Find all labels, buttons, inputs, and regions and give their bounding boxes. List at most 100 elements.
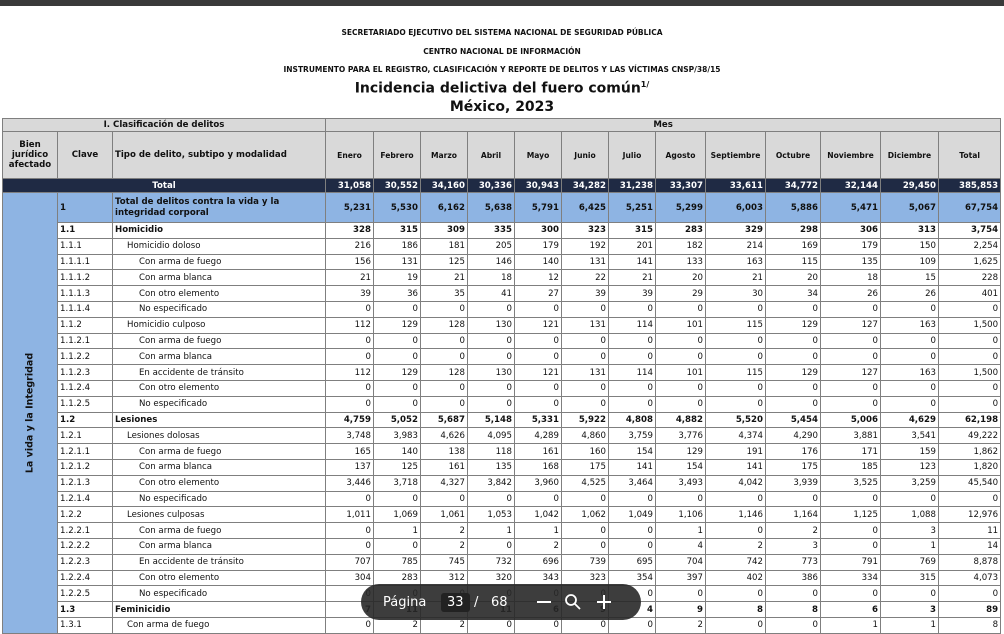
tipo: Con otro elemento: [112, 474, 326, 492]
zoom-icon[interactable]: [565, 594, 577, 606]
value: 163: [705, 253, 766, 271]
value: 130: [467, 316, 515, 334]
value: 4,626: [420, 427, 468, 445]
value: 0: [820, 537, 881, 555]
value: 4,759: [325, 411, 374, 429]
value: 2: [765, 522, 821, 539]
value: 0: [765, 348, 821, 366]
value: 5,471: [820, 192, 881, 223]
value: 5,454: [765, 411, 821, 429]
value: 179: [820, 237, 881, 255]
value: 0: [561, 490, 609, 508]
value: 154: [655, 458, 706, 476]
value: 745: [420, 553, 468, 571]
tipo: Homicidio culposo: [112, 316, 326, 334]
value: 0: [467, 379, 515, 397]
value: 0: [765, 300, 821, 318]
page-separator: /: [474, 594, 479, 610]
subtitle: México, 2023: [449, 99, 555, 115]
value: 0: [880, 332, 939, 350]
tipo: Lesiones dolosas: [112, 427, 326, 445]
value: 5,922: [561, 411, 609, 429]
value: 0: [514, 348, 562, 366]
clave: 1.2.1.4: [57, 490, 113, 508]
clave: 1.2.2.4: [57, 569, 113, 587]
value: 5,638: [467, 192, 515, 223]
value: 8: [705, 601, 766, 618]
value: 12,976: [937, 506, 1002, 524]
value: 1,062: [561, 506, 609, 524]
data-row: 1.2.1.1 Con arma de fuego 165 140 138 118 161 1…: [3, 443, 1002, 460]
value: 11: [937, 522, 1002, 539]
value: 695: [608, 553, 656, 571]
value: 130: [467, 364, 515, 381]
value: 3: [880, 522, 939, 539]
value: 191: [705, 443, 766, 460]
value: 181: [420, 237, 468, 255]
value: 0: [655, 395, 706, 413]
total-row: Total 31,058 30,552 34,160 30,336 30,943 34,28…: [2, 178, 1002, 193]
value: 0: [880, 395, 939, 413]
value: 0: [705, 585, 766, 603]
value: 35: [420, 285, 468, 302]
value: 3,525: [820, 474, 881, 492]
value: 4,327: [420, 474, 468, 492]
value: 3,541: [880, 427, 939, 445]
value: 0: [467, 395, 515, 413]
value: 0: [325, 522, 374, 539]
value: 39: [561, 285, 609, 302]
value: 315: [880, 569, 939, 587]
value: 21: [705, 269, 766, 287]
value: 141: [705, 458, 766, 476]
tipo: Con otro elemento: [112, 379, 326, 397]
value: 171: [820, 443, 881, 460]
value: 62,198: [937, 411, 1002, 429]
tipo: Con arma blanca: [112, 348, 326, 366]
clave: 1.2.1: [57, 427, 113, 445]
value: 0: [765, 332, 821, 350]
value: 1,042: [514, 506, 562, 524]
data-row: 1.1.1.2 Con arma blanca 21 19 21 18 12 22 21 20 21…: [3, 269, 1002, 287]
value: 0: [705, 348, 766, 366]
value: 192: [561, 237, 609, 255]
value: 0: [880, 348, 939, 366]
value: 154: [608, 443, 656, 460]
value: 27: [514, 285, 562, 302]
value: 20: [765, 269, 821, 287]
tipo: Con arma de fuego: [112, 332, 326, 350]
data-row: 1.1 Homicidio 328 315 309 335 300 323 315 283 329 2…: [3, 222, 1002, 239]
clave: 1.1.2.4: [57, 379, 113, 397]
value: 707: [325, 553, 374, 571]
value: 156: [325, 253, 374, 271]
value: 165: [325, 443, 374, 460]
group-header: I. Clasificación de delitos: [2, 118, 326, 132]
value: 1,500: [937, 364, 1002, 381]
value: 0: [937, 585, 1002, 603]
column-header: Total: [937, 131, 1002, 179]
column-header: Marzo: [420, 131, 468, 179]
value: 163: [880, 364, 939, 381]
value: 0: [420, 395, 468, 413]
total-value: 34,772: [765, 178, 821, 193]
title-text: Incidencia delictiva del fuero común: [354, 80, 641, 97]
data-row: 1.2.2.3 En accidente de tránsito 707 785 745…: [3, 553, 1002, 571]
value: 0: [937, 332, 1002, 350]
value: 5,148: [467, 411, 515, 429]
value: 89: [937, 601, 1002, 618]
value: 115: [705, 316, 766, 334]
clave: 1.2.1.1: [57, 443, 113, 460]
value: 0: [937, 379, 1002, 397]
value: 0: [880, 585, 939, 603]
page-input[interactable]: 33: [441, 592, 470, 612]
value: 329: [705, 222, 766, 239]
value: 0: [373, 348, 421, 366]
value: 39: [325, 285, 374, 302]
value: 6,162: [420, 192, 468, 223]
value: 216: [325, 237, 374, 255]
column-header: Enero: [325, 131, 374, 179]
value: 0: [420, 490, 468, 508]
value: 1,146: [705, 506, 766, 524]
value: 1: [467, 522, 515, 539]
tipo: Con arma de fuego: [112, 616, 326, 634]
value: 0: [420, 300, 468, 318]
